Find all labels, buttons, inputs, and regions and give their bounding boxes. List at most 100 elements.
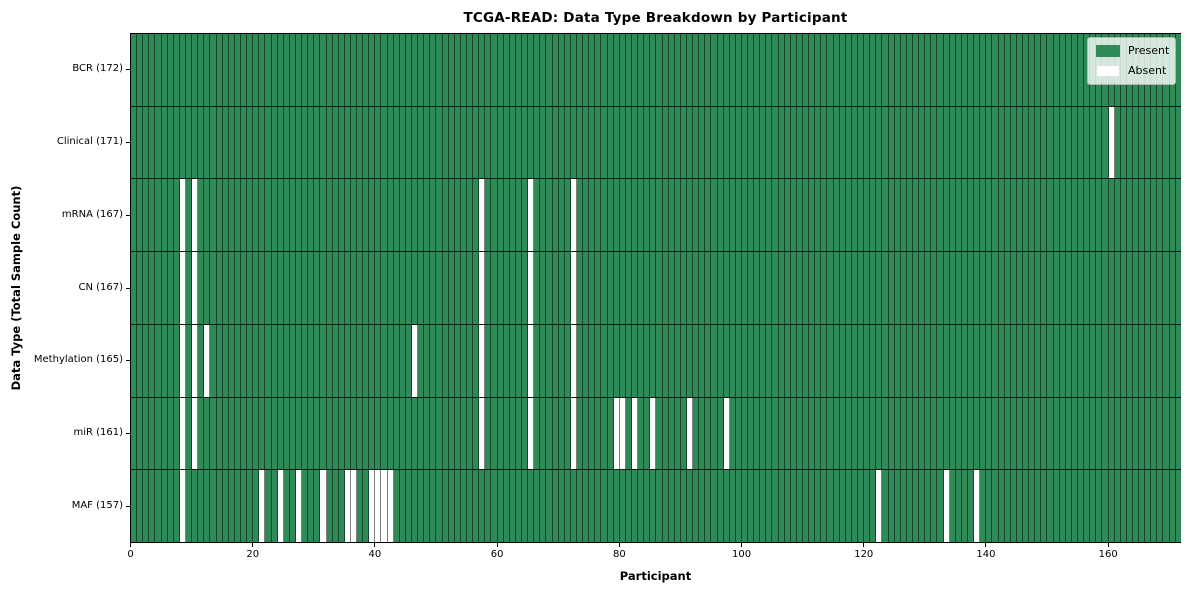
- matrix-cell: [1102, 470, 1109, 543]
- matrix-cell: [234, 106, 241, 179]
- matrix-cell: [748, 106, 755, 179]
- matrix-cell: [1065, 34, 1072, 106]
- matrix-cell: [222, 106, 229, 179]
- matrix-cell: [723, 470, 730, 543]
- matrix-cell: [448, 106, 455, 179]
- matrix-cell: [503, 34, 510, 106]
- matrix-cell: [656, 470, 663, 543]
- matrix-cell: [625, 179, 632, 252]
- matrix-cell: [528, 252, 535, 324]
- matrix-cell: [668, 179, 675, 252]
- matrix-cell: [460, 179, 468, 252]
- matrix-cell: [1077, 397, 1085, 470]
- matrix-cell: [491, 106, 498, 179]
- matrix-cell: [760, 397, 767, 470]
- matrix-cell: [980, 397, 987, 470]
- matrix-cell: [497, 106, 504, 179]
- matrix-cell: [1102, 397, 1109, 470]
- matrix-cell: [240, 179, 248, 252]
- matrix-cell: [161, 470, 168, 543]
- matrix-cell: [839, 252, 846, 324]
- matrix-cell: [277, 324, 284, 397]
- matrix-cell: [1175, 179, 1181, 252]
- matrix-cell: [375, 397, 382, 470]
- matrix-cell: [1090, 252, 1097, 324]
- matrix-cell: [357, 179, 364, 252]
- matrix-cell: [1004, 179, 1011, 252]
- matrix-cell: [271, 397, 278, 470]
- matrix-cell: [986, 324, 993, 397]
- matrix-cell: [1022, 397, 1030, 470]
- matrix-cell: [613, 470, 620, 543]
- matrix-cell: [467, 397, 474, 470]
- matrix-cell: [1071, 397, 1078, 470]
- matrix-cell: [179, 34, 186, 106]
- matrix-cell: [583, 324, 590, 397]
- matrix-cell: [1114, 324, 1121, 397]
- matrix-cell: [137, 106, 144, 179]
- x-tick-label: 20: [246, 549, 260, 560]
- matrix-cell: [485, 179, 492, 252]
- matrix-cell: [992, 106, 999, 179]
- matrix-cell: [424, 252, 431, 324]
- matrix-cell: [430, 252, 437, 324]
- matrix-cell: [919, 252, 926, 324]
- heatmap-row: [131, 470, 1181, 543]
- matrix-cell: [546, 106, 553, 179]
- matrix-cell: [131, 397, 138, 470]
- matrix-cell: [448, 324, 455, 397]
- matrix-cell: [821, 252, 828, 324]
- matrix-cell: [552, 34, 559, 106]
- matrix-cell: [851, 324, 859, 397]
- matrix-cell: [302, 179, 309, 252]
- matrix-cell: [509, 34, 516, 106]
- legend-entry-present: Present: [1096, 45, 1169, 57]
- matrix-cell: [943, 324, 950, 397]
- matrix-cell: [430, 106, 437, 179]
- matrix-cell: [387, 252, 394, 324]
- matrix-cell: [815, 252, 822, 324]
- matrix-cell: [583, 179, 590, 252]
- x-tick-label: 60: [490, 549, 504, 560]
- matrix-cell: [778, 252, 785, 324]
- matrix-cell: [784, 34, 791, 106]
- matrix-cell: [613, 324, 620, 397]
- matrix-cell: [381, 252, 388, 324]
- matrix-cell: [925, 470, 932, 543]
- matrix-cell: [326, 397, 333, 470]
- matrix-cell: [253, 397, 260, 470]
- matrix-cell: [955, 252, 962, 324]
- matrix-cell: [913, 397, 920, 470]
- y-tick-mark: [126, 433, 130, 435]
- matrix-cell: [424, 397, 431, 470]
- matrix-cell: [851, 106, 859, 179]
- matrix-cell: [1010, 324, 1017, 397]
- matrix-cell: [723, 324, 730, 397]
- matrix-cell: [1022, 34, 1030, 106]
- matrix-cell: [491, 397, 498, 470]
- matrix-cell: [748, 34, 755, 106]
- matrix-cell: [656, 179, 663, 252]
- matrix-cell: [766, 470, 773, 543]
- matrix-cell: [913, 106, 920, 179]
- y-tick-mark: [126, 506, 130, 508]
- matrix-cell: [522, 106, 529, 179]
- matrix-cell: [558, 34, 565, 106]
- matrix-cell: [992, 179, 999, 252]
- matrix-cell: [259, 34, 266, 106]
- matrix-cell: [308, 179, 315, 252]
- matrix-cell: [283, 324, 290, 397]
- matrix-cell: [772, 34, 779, 106]
- matrix-cell: [790, 470, 797, 543]
- matrix-cell: [931, 324, 938, 397]
- matrix-cell: [900, 34, 907, 106]
- matrix-cell: [216, 179, 223, 252]
- matrix-cell: [699, 179, 706, 252]
- matrix-cell: [1047, 324, 1054, 397]
- matrix-cell: [1114, 470, 1121, 543]
- matrix-cell: [228, 324, 235, 397]
- matrix-cell: [1163, 179, 1170, 252]
- matrix-cell: [357, 470, 364, 543]
- matrix-cell: [1120, 470, 1127, 543]
- matrix-cell: [570, 179, 577, 252]
